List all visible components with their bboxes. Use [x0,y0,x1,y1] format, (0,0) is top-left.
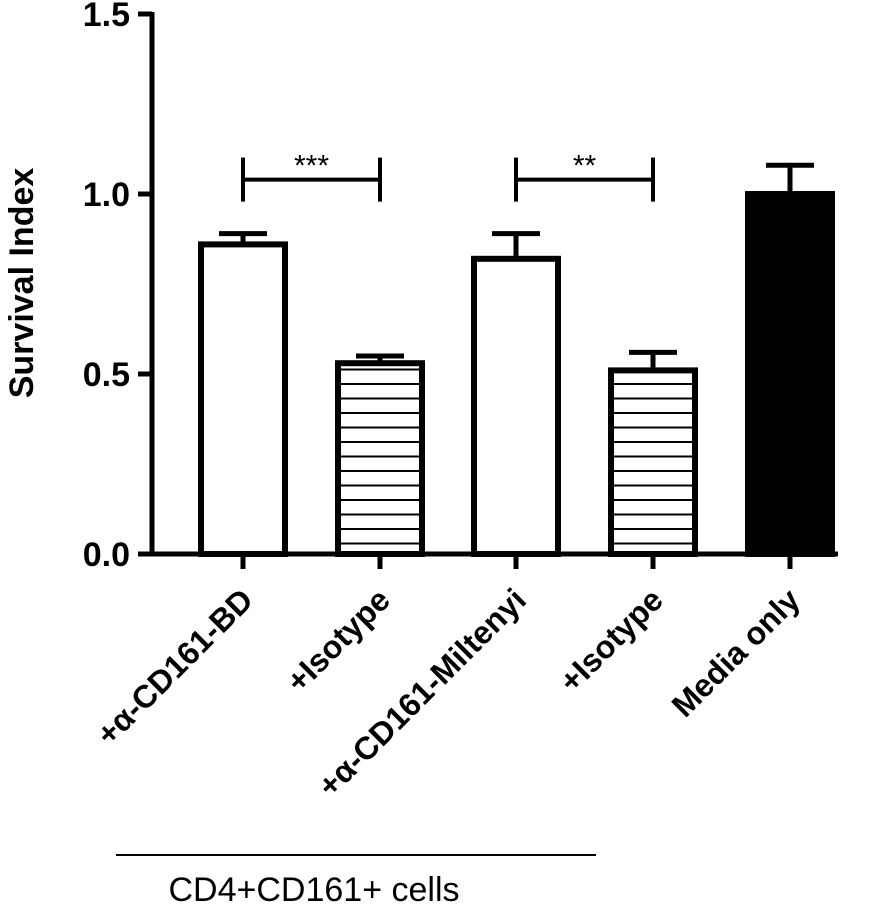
y-tick-label: 1.5 [83,0,130,34]
significance-label: *** [294,150,329,183]
bar [471,255,561,557]
group-label: CD4+CD161+ cells [168,871,459,909]
y-tick-label: 0.0 [83,536,130,574]
bar [745,191,835,557]
bars [198,191,835,558]
x-tick-labels: +α-CD161-BD +Isotype+α-CD161-Miltenyi +Iso… [89,581,807,803]
bar [198,241,288,557]
x-tick-label: +Isotype [552,581,670,699]
x-tick-label: Media only [665,581,808,724]
error-bars [219,162,814,371]
y-tick-label: 1.0 [83,176,130,214]
x-tick-label: +Isotype [279,581,397,699]
y-axis-label: Survival Index [3,168,41,399]
group-annotation: CD4+CD161+ cells [116,854,596,909]
y-tick-label: 0.5 [83,356,130,394]
significance-brackets: *** ** [241,150,655,202]
bar [335,360,425,558]
significance-label: ** [573,150,597,183]
y-axis: 0.0 0.5 1.0 1.5 [83,0,155,574]
bar [608,367,698,557]
x-tick-label: +α-CD161-BD [89,581,260,752]
